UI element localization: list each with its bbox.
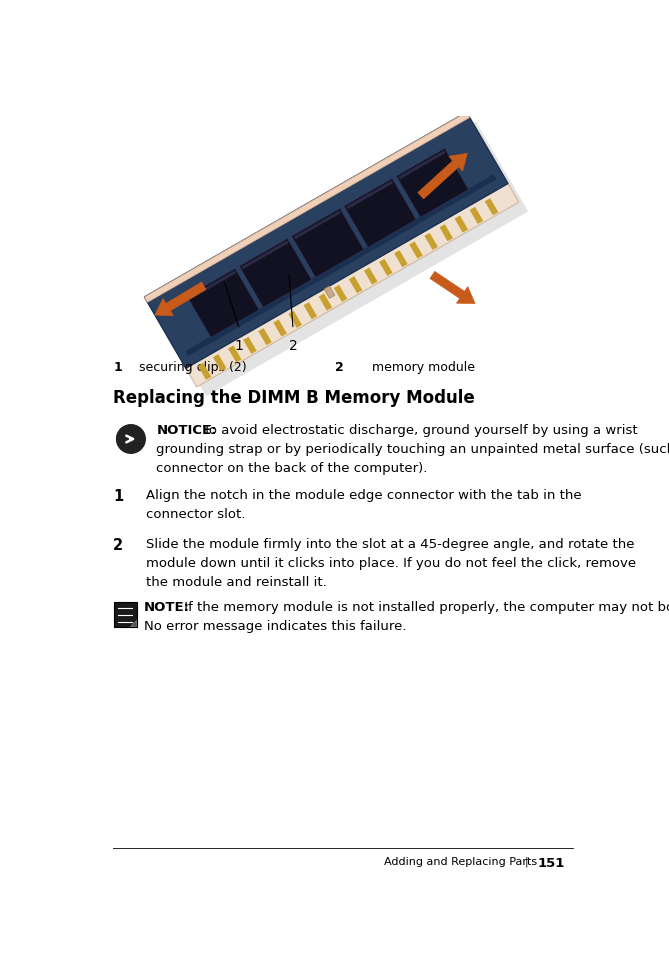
Polygon shape xyxy=(292,209,364,278)
Circle shape xyxy=(117,426,145,453)
Text: 151: 151 xyxy=(537,856,565,869)
Text: Adding and Replacing Parts: Adding and Replacing Parts xyxy=(384,856,537,866)
Polygon shape xyxy=(344,179,416,248)
Polygon shape xyxy=(130,620,136,626)
Text: NOTICE:: NOTICE: xyxy=(157,423,217,437)
Polygon shape xyxy=(349,276,363,294)
Text: 2: 2 xyxy=(113,537,123,552)
Text: securing clips (2): securing clips (2) xyxy=(139,361,247,373)
Polygon shape xyxy=(318,294,332,312)
Polygon shape xyxy=(240,239,312,308)
Text: Slide the module firmly into the slot at a 45-degree angle, and rotate the: Slide the module firmly into the slot at… xyxy=(146,537,634,550)
Text: 2: 2 xyxy=(288,339,297,353)
Polygon shape xyxy=(145,113,508,369)
Text: 1: 1 xyxy=(234,339,243,353)
Polygon shape xyxy=(346,182,393,210)
Text: connector on the back of the computer).: connector on the back of the computer). xyxy=(157,461,428,474)
Polygon shape xyxy=(334,285,347,303)
Text: memory module: memory module xyxy=(372,361,475,373)
Polygon shape xyxy=(485,199,498,216)
Polygon shape xyxy=(189,272,236,300)
Polygon shape xyxy=(394,251,407,268)
Text: Replacing the DIMM B Memory Module: Replacing the DIMM B Memory Module xyxy=(113,389,475,406)
Polygon shape xyxy=(198,363,211,380)
Text: |: | xyxy=(525,856,529,867)
Text: grounding strap or by periodically touching an unpainted metal surface (such as : grounding strap or by periodically touch… xyxy=(157,443,669,455)
Polygon shape xyxy=(364,269,377,285)
Polygon shape xyxy=(185,175,496,357)
Text: the module and reinstall it.: the module and reinstall it. xyxy=(146,574,326,588)
Polygon shape xyxy=(324,286,335,299)
Text: If the memory module is not installed properly, the computer may not boot.: If the memory module is not installed pr… xyxy=(181,600,669,614)
Polygon shape xyxy=(154,122,528,397)
Polygon shape xyxy=(213,355,227,372)
Polygon shape xyxy=(274,320,287,337)
Polygon shape xyxy=(186,185,519,388)
Polygon shape xyxy=(242,241,288,270)
Polygon shape xyxy=(304,303,317,319)
Text: Align the notch in the module edge connector with the tab in the: Align the notch in the module edge conne… xyxy=(146,488,581,502)
Polygon shape xyxy=(424,234,438,251)
Polygon shape xyxy=(379,260,393,276)
Polygon shape xyxy=(418,154,467,199)
Text: 2: 2 xyxy=(335,361,345,373)
Polygon shape xyxy=(396,149,468,218)
Polygon shape xyxy=(470,208,483,225)
Polygon shape xyxy=(440,225,453,242)
Polygon shape xyxy=(294,211,341,240)
Polygon shape xyxy=(409,242,423,259)
Polygon shape xyxy=(228,346,242,363)
Polygon shape xyxy=(454,216,468,234)
Text: module down until it clicks into place. If you do not feel the click, remove: module down until it clicks into place. … xyxy=(146,556,636,569)
FancyBboxPatch shape xyxy=(114,603,137,627)
Polygon shape xyxy=(430,273,475,304)
Text: 1: 1 xyxy=(113,361,122,373)
Polygon shape xyxy=(399,151,446,180)
Polygon shape xyxy=(258,329,272,346)
Polygon shape xyxy=(187,269,259,338)
Text: NOTE:: NOTE: xyxy=(144,600,190,614)
Polygon shape xyxy=(145,113,470,303)
Text: connector slot.: connector slot. xyxy=(146,508,245,521)
Text: 1: 1 xyxy=(113,488,123,504)
Polygon shape xyxy=(243,337,257,355)
Polygon shape xyxy=(155,283,206,317)
Text: No error message indicates this failure.: No error message indicates this failure. xyxy=(144,619,407,632)
Polygon shape xyxy=(288,312,302,328)
Text: To avoid electrostatic discharge, ground yourself by using a wrist: To avoid electrostatic discharge, ground… xyxy=(203,423,638,437)
